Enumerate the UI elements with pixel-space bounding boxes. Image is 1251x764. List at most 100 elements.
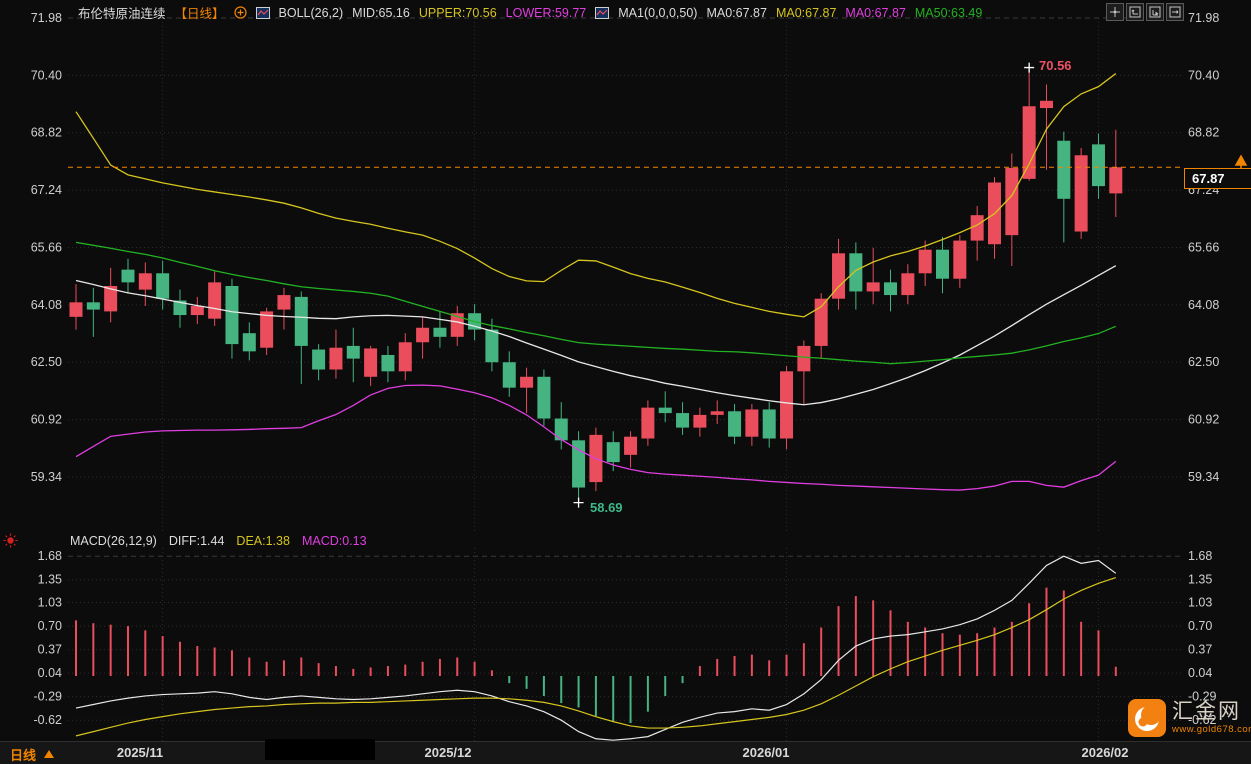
macd-axis-label: 0.37	[38, 643, 62, 657]
chart-legend: 布伦特原油连续 【日线】 BOLL(26,2) MID:65.16 UPPER:…	[78, 3, 982, 22]
price-axis-label: 59.34	[31, 470, 62, 484]
price-axis-label: 65.66	[31, 240, 62, 254]
ma-indicator-icon[interactable]	[595, 6, 610, 19]
candle-body	[693, 414, 707, 428]
candle-body	[104, 285, 118, 312]
candle-body	[502, 362, 516, 388]
macd-axis-label: -0.29	[34, 690, 63, 704]
candle-body	[728, 411, 742, 437]
macd-axis-label: 0.37	[1188, 643, 1212, 657]
scale-chart-icon[interactable]	[1146, 3, 1164, 21]
candle-body	[69, 302, 83, 317]
candle-body	[849, 253, 863, 292]
candle-body	[832, 253, 846, 299]
candle-body	[624, 436, 638, 455]
boll-upper-line	[75, 73, 1117, 318]
date-axis-label: 2025/11	[116, 745, 164, 760]
up-triangle-icon[interactable]	[44, 750, 54, 758]
candle-body	[364, 348, 378, 377]
candle-body	[814, 298, 828, 346]
candle-body	[866, 282, 880, 292]
date-axis-label: 2026/01	[742, 745, 790, 760]
price-axis-label: 64.08	[31, 298, 62, 312]
ma50-value: MA50:63.49	[914, 5, 983, 20]
candle-body	[190, 305, 204, 316]
chart-toolbar	[1106, 3, 1184, 21]
boll-mid-value: MID:65.16	[352, 5, 410, 20]
candle-body	[260, 311, 274, 348]
add-circle-icon[interactable]	[233, 6, 247, 19]
macd-value: MACD:0.13	[301, 534, 367, 548]
macd-diff-value: DIFF:1.44	[168, 534, 225, 548]
macd-axis-label: 0.04	[38, 666, 62, 680]
candle-body	[1022, 106, 1036, 179]
timeframe-selector[interactable]: 日线	[10, 748, 37, 763]
price-axis-label: 64.08	[1188, 298, 1219, 312]
candle-body	[1005, 167, 1019, 236]
ma50-line	[75, 241, 1117, 365]
candle-body	[277, 295, 291, 310]
candle-body	[294, 296, 308, 346]
candle-body	[676, 413, 690, 428]
timeframe-tag[interactable]: 【日线】	[174, 7, 225, 21]
candle-body	[953, 240, 967, 279]
redaction-box	[265, 739, 375, 760]
candle-body	[970, 215, 984, 241]
macd-axis-label: -0.29	[1188, 690, 1217, 704]
candle-body	[936, 249, 949, 279]
macd-axis-label: 0.70	[1188, 619, 1212, 633]
price-axis-label: 68.82	[31, 126, 62, 140]
candle-body	[641, 407, 655, 439]
candle-body	[1057, 140, 1071, 199]
price-axis-label: 60.92	[1188, 413, 1219, 427]
alert-sun-icon[interactable]	[3, 533, 18, 548]
price-axis-label: 70.40	[1188, 68, 1219, 82]
candle-body	[554, 418, 568, 441]
candle-body	[797, 345, 811, 372]
candle-body	[173, 300, 187, 316]
gold678-logo-icon	[1128, 699, 1166, 737]
candle-body	[901, 273, 915, 296]
symbol-name[interactable]: 布伦特原油连续	[78, 7, 166, 21]
boll-mid-line	[75, 265, 1117, 406]
candle-body	[710, 411, 724, 415]
move-crosshair-icon[interactable]	[1106, 3, 1124, 21]
price-axis-label: 62.50	[31, 355, 62, 369]
date-axis-label: 2025/12	[424, 745, 472, 760]
price-axis-label: 62.50	[1188, 355, 1219, 369]
candle-body	[606, 442, 620, 463]
candle-body	[242, 333, 256, 352]
candle-body	[86, 302, 100, 310]
high-price-annotation: 70.56	[1039, 58, 1072, 73]
site-watermark: 汇金网 www.gold678.com	[1128, 699, 1251, 737]
candle-body	[312, 349, 326, 370]
candle-body	[520, 376, 534, 388]
candle-body	[416, 327, 430, 343]
price-axis-label: 60.92	[31, 413, 62, 427]
candle-body	[762, 409, 776, 439]
candle-body	[433, 327, 447, 337]
expand-chart-icon[interactable]	[1166, 3, 1184, 21]
candle-body	[346, 345, 360, 359]
price-axis-label: 67.24	[31, 183, 62, 197]
date-axis-label: 2026/02	[1081, 745, 1129, 760]
macd-dea-line	[75, 577, 1116, 737]
ma0-yellow-value: MA0:67.87	[775, 5, 837, 20]
last-price-tag: 67.87	[1184, 168, 1251, 189]
pan-chart-icon[interactable]	[1126, 3, 1144, 21]
candle-body	[138, 273, 152, 290]
candle-body	[884, 282, 898, 296]
boll-indicator-icon[interactable]	[255, 6, 270, 19]
candle-body	[537, 376, 551, 419]
price-axis-label: 70.40	[31, 68, 62, 82]
macd-axis-label: 1.68	[1188, 549, 1212, 563]
candle-body	[658, 407, 672, 414]
macd-axis-label: 0.70	[38, 619, 62, 633]
candle-body	[485, 329, 499, 363]
ma-label: MA1(0,0,0,50)	[618, 5, 698, 20]
candle-body	[450, 313, 464, 337]
candle-body	[1091, 144, 1105, 187]
macd-axis-label: 1.03	[1188, 596, 1212, 610]
extreme-cross-marker	[573, 497, 584, 508]
